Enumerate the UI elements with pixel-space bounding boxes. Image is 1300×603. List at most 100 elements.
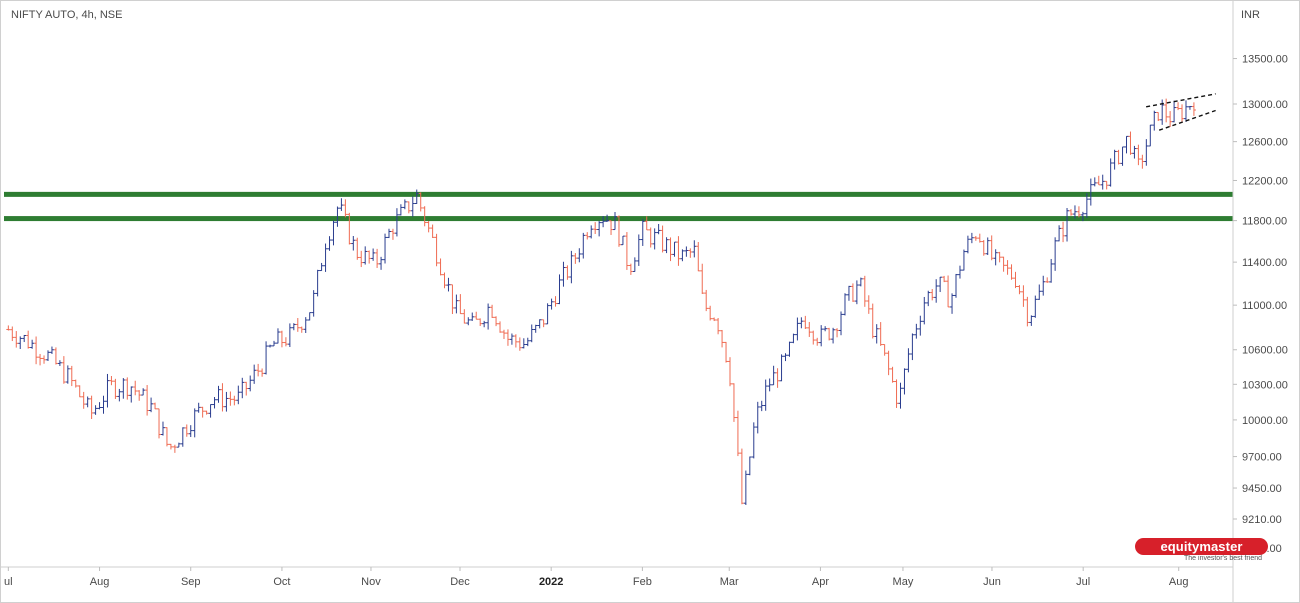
ohlc-bar xyxy=(406,201,411,214)
y-tick-label: 9210.00 xyxy=(1242,514,1282,526)
ohlc-bar xyxy=(1084,193,1089,218)
ohlc-bar xyxy=(727,357,732,387)
ohlc-bar xyxy=(1049,258,1054,283)
ohlc-bar xyxy=(272,340,277,347)
ohlc-bar xyxy=(938,276,943,293)
ohlc-bar xyxy=(1144,139,1149,166)
ohlc-bar xyxy=(1096,175,1101,186)
ohlc-bar xyxy=(418,192,423,212)
y-tick-label: 11000.00 xyxy=(1242,300,1287,312)
ohlc-bar xyxy=(545,303,550,325)
ohlc-bar xyxy=(188,425,193,438)
ohlc-bar xyxy=(1001,256,1006,272)
ohlc-bar xyxy=(1120,146,1125,166)
ohlc-bar xyxy=(811,330,816,345)
brand-tagline: The investor's best friend xyxy=(1184,555,1262,562)
ohlc-bar xyxy=(846,285,851,301)
ohlc-bar xyxy=(335,206,340,227)
ohlc-bar xyxy=(224,391,229,412)
ohlc-bar xyxy=(505,329,510,346)
ohlc-bar xyxy=(870,303,875,339)
ohlc-bar xyxy=(232,395,237,406)
ohlc-bar xyxy=(30,339,35,349)
brand-logo: equitymaster The investor's best friend xyxy=(1135,538,1268,562)
ohlc-bar xyxy=(636,234,641,266)
ohlc-bar xyxy=(81,391,86,409)
ohlc-bar xyxy=(287,323,292,348)
ohlc-bar xyxy=(934,279,939,303)
ohlc-bar xyxy=(331,220,336,246)
ohlc-bar xyxy=(426,220,431,233)
ohlc-bar xyxy=(275,328,280,344)
ohlc-bar xyxy=(664,237,669,254)
ohlc-bar xyxy=(77,385,82,398)
ohlc-bar xyxy=(735,410,740,457)
ohlc-bar xyxy=(866,295,871,314)
ohlc-bar xyxy=(45,350,50,362)
ohlc-bar xyxy=(1072,205,1077,219)
ohlc-bar xyxy=(1041,275,1046,296)
ohlc-bar xyxy=(561,261,566,287)
ohlc-bar xyxy=(862,275,867,307)
ohlc-bar xyxy=(597,220,602,237)
ohlc-bar xyxy=(1092,177,1097,187)
ohlc-bar xyxy=(950,293,955,314)
ohlc-bar xyxy=(42,355,47,364)
x-tick-label: May xyxy=(893,576,914,588)
ohlc-bar xyxy=(854,280,859,305)
ohlc-bar xyxy=(946,275,951,308)
ohlc-bar xyxy=(755,401,760,434)
ohlc-bar xyxy=(954,273,959,298)
x-tick-label: Apr xyxy=(812,576,829,588)
ohlc-bar xyxy=(414,189,419,204)
ohlc-bar xyxy=(1180,104,1185,123)
ohlc-bar xyxy=(529,324,534,343)
ohlc-bar xyxy=(628,263,633,275)
ohlc-bar xyxy=(672,241,677,257)
ohlc-bar xyxy=(680,249,685,262)
ohlc-bar xyxy=(450,284,455,315)
ohlc-bar xyxy=(1112,149,1117,170)
ohlc-bar xyxy=(704,289,709,312)
ohlc-bar xyxy=(783,353,788,362)
y-tick-label: 13000.00 xyxy=(1242,99,1288,111)
ohlc-bars-layer xyxy=(6,98,1196,505)
ohlc-bar xyxy=(73,379,78,388)
ohlc-bar xyxy=(196,402,201,413)
ohlc-bar xyxy=(1088,178,1093,206)
ohlc-bar xyxy=(827,327,832,341)
ohlc-bar xyxy=(390,228,395,240)
ohlc-bar xyxy=(279,330,284,348)
ohlc-bar xyxy=(644,216,649,231)
brand-name: equitymaster xyxy=(1135,538,1268,555)
ohlc-bar xyxy=(700,263,705,294)
ohlc-bar xyxy=(89,395,94,420)
ohlc-bar xyxy=(926,290,931,307)
ohlc-bar xyxy=(775,368,780,388)
ohlc-bar xyxy=(184,424,189,437)
pattern-trendline xyxy=(1158,109,1216,131)
ohlc-bar xyxy=(1124,135,1129,154)
ohlc-bar xyxy=(1116,149,1121,165)
ohlc-bar xyxy=(1057,225,1062,242)
ohlc-bar xyxy=(613,212,618,231)
ohlc-bar xyxy=(315,269,320,297)
ohlc-bar xyxy=(537,319,542,329)
ohlc-bar xyxy=(985,237,990,256)
ohlc-bar xyxy=(14,331,19,348)
ohlc-bar xyxy=(121,378,126,399)
ohlc-bar xyxy=(1033,295,1038,318)
ohlc-bar xyxy=(57,360,62,366)
ohlc-bar xyxy=(172,444,177,453)
ohlc-bar xyxy=(553,296,558,307)
ohlc-bar xyxy=(212,397,217,409)
ohlc-bar xyxy=(141,388,146,396)
ohlc-bar xyxy=(581,232,586,259)
ohlc-bar xyxy=(458,294,463,315)
ohlc-bar xyxy=(434,233,439,267)
ohlc-bar xyxy=(375,248,380,268)
x-tick-label: Oct xyxy=(273,576,290,588)
ohlc-bar xyxy=(216,385,221,403)
ohlc-bar xyxy=(517,337,522,351)
